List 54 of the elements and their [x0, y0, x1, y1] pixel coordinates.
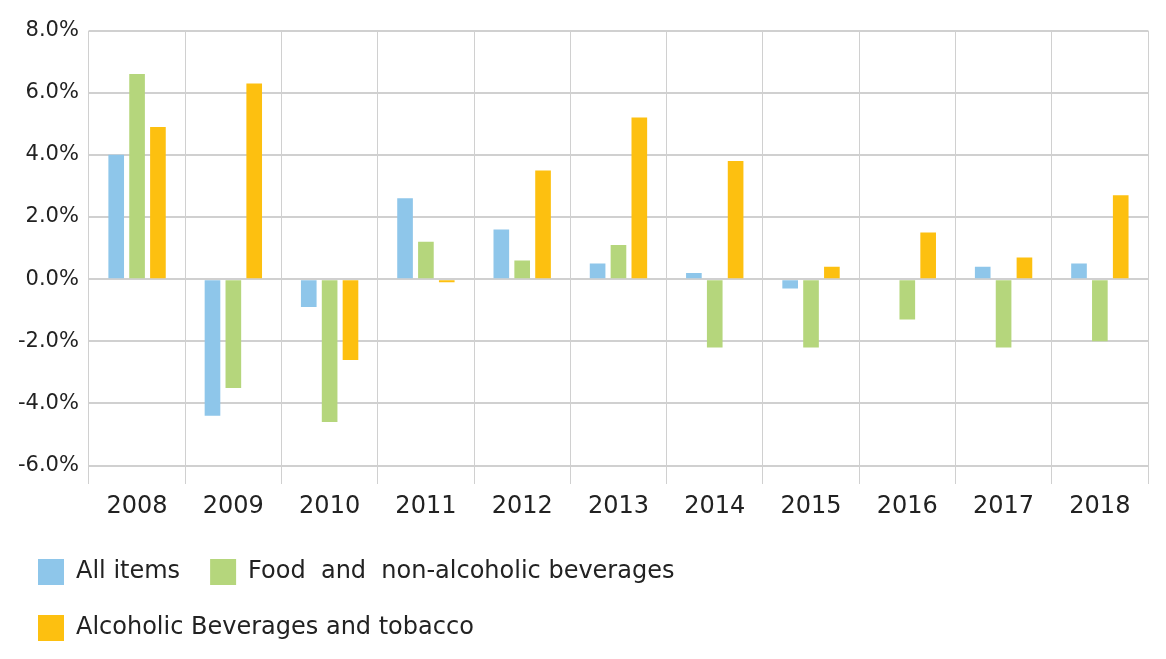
bar — [995, 280, 1012, 348]
x-tick-label: 2012 — [491, 490, 553, 519]
bar — [321, 280, 338, 423]
bar — [225, 280, 242, 388]
bar — [438, 280, 455, 283]
bar — [782, 280, 798, 289]
bar — [1071, 263, 1087, 279]
x-tick-label: 2018 — [1069, 490, 1131, 519]
bar — [1092, 280, 1108, 342]
bar — [920, 232, 936, 279]
bar — [974, 266, 991, 279]
bar — [589, 263, 606, 279]
x-tick-label: 2008 — [106, 490, 168, 519]
legend-label: Alcoholic Beverages and tobacco — [76, 612, 474, 641]
legend-label: All items — [76, 556, 181, 585]
bar — [803, 280, 819, 348]
bar — [150, 126, 166, 279]
bar — [610, 244, 627, 279]
y-tick-label: -4.0% — [17, 389, 79, 414]
bar — [706, 280, 723, 348]
bar — [397, 198, 413, 279]
bar — [418, 241, 434, 279]
bar — [727, 161, 744, 279]
bar — [631, 117, 648, 279]
bar — [1112, 195, 1129, 279]
y-tick-label: -6.0% — [17, 452, 79, 477]
bar — [535, 170, 551, 279]
bar — [686, 272, 702, 279]
x-tick-label: 2016 — [876, 490, 938, 519]
bar — [300, 280, 317, 308]
y-tick-label: 6.0% — [25, 79, 79, 104]
y-tick-label: -2.0% — [17, 327, 79, 352]
bar — [342, 280, 359, 360]
bar — [246, 83, 263, 279]
y-tick-label: 4.0% — [25, 141, 79, 166]
bar — [108, 154, 125, 279]
y-tick-label: 8.0% — [25, 17, 79, 42]
y-tick-label: 0.0% — [25, 265, 79, 290]
bar — [824, 266, 840, 279]
bar — [204, 280, 221, 416]
x-tick-label: 2009 — [202, 490, 264, 519]
legend-label: Food and non-alcoholic beverages — [248, 556, 675, 585]
bar — [1016, 257, 1033, 279]
x-tick-label: 2013 — [587, 490, 649, 519]
x-tick-label: 2017 — [973, 490, 1035, 519]
y-tick-label: 2.0% — [25, 203, 79, 228]
x-tick-label: 2015 — [780, 490, 842, 519]
x-tick-label: 2011 — [395, 490, 457, 519]
bar — [129, 74, 145, 279]
bar — [514, 260, 531, 279]
bar — [493, 229, 510, 279]
x-tick-label: 2010 — [299, 490, 361, 519]
x-tick-label: 2014 — [684, 490, 746, 519]
bar — [899, 280, 916, 320]
